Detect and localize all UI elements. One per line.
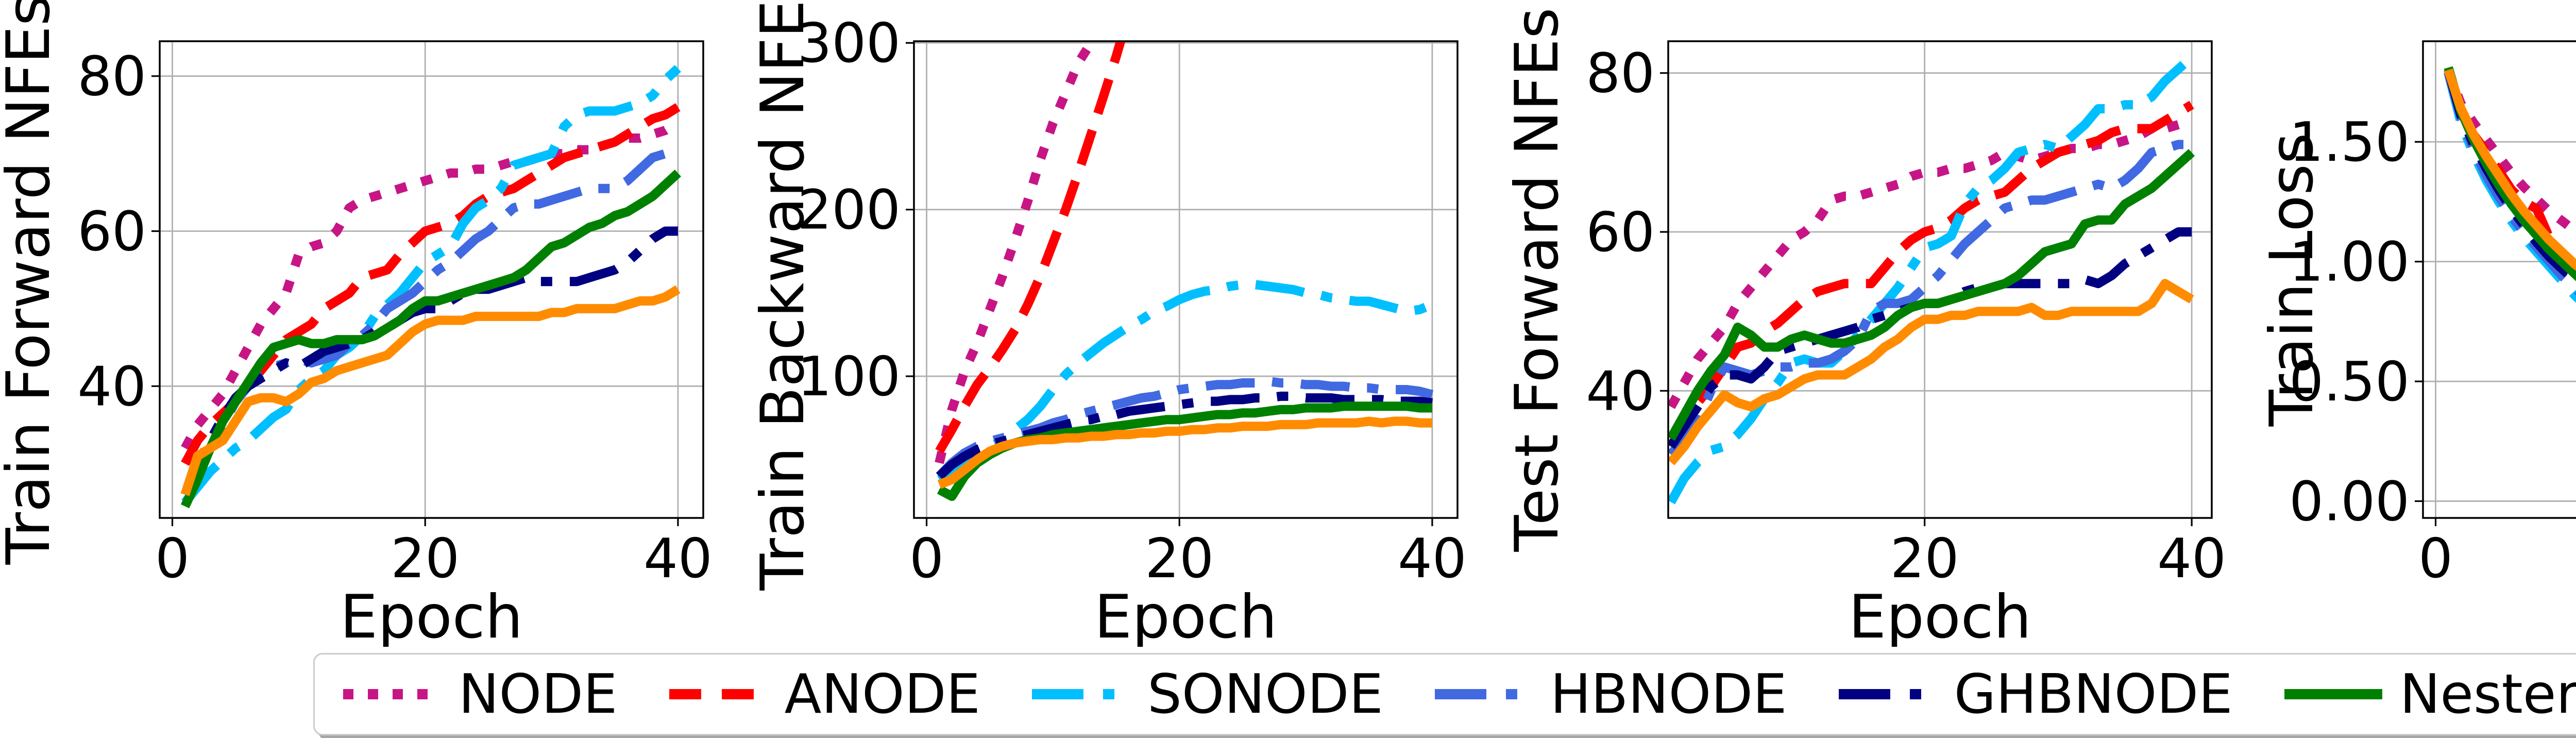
x-tick-label: 20 <box>1145 527 1214 590</box>
legend-label: SONODE <box>1147 662 1383 726</box>
legend-line-icon-NODE <box>343 689 441 699</box>
y-tick-label: 60 <box>77 200 146 263</box>
y-tick-label: 60 <box>1586 201 1655 264</box>
y-axis-label: Test Forward NFEs <box>1509 8 1572 552</box>
y-tick-label: 80 <box>1586 42 1655 105</box>
series-line-GNesterovNODE <box>1668 279 2195 465</box>
series-line-NesterovNODE <box>1668 149 2195 441</box>
series-line-SONODE <box>937 280 1434 484</box>
series-line-GNesterovNODE <box>180 285 681 496</box>
legend-line-icon-ANODE <box>669 689 767 699</box>
legend-line-icon-HBNODE <box>1435 689 1533 699</box>
series-line-GHBNODE <box>180 226 678 497</box>
series-line-GNesterovNODE <box>937 416 1433 489</box>
y-tick-label: 0.00 <box>2289 470 2410 533</box>
x-tick-label: 40 <box>1398 527 1467 590</box>
chart-test-forward-nfes: 20 40 40 60 80 Epoch Test Forward NFEs <box>1509 8 2227 647</box>
y-tick-label: 40 <box>1586 360 1655 423</box>
x-axis-label: Epoch <box>1094 582 1277 647</box>
chart-train-loss: 020400.000.501.001.50EpochTrain Loss <box>2263 40 2576 590</box>
series-line-NesterovNODE <box>180 170 681 509</box>
legend: NODE ANODE SONODE HBNODE GHBNODE NesterovNODE… <box>313 653 2576 735</box>
legend-item-HBNODE: HBNODE <box>1435 667 1787 722</box>
series-line-NODE <box>181 119 681 450</box>
series-line-SONODE <box>1668 54 2195 505</box>
series-line-ANODE <box>2444 69 2576 280</box>
legend-item-GHBNODE: GHBNODE <box>1838 662 2233 726</box>
y-tick-label: 80 <box>77 45 146 108</box>
axis-spine <box>913 40 1459 519</box>
y-tick-label: 100 <box>798 345 901 408</box>
chart-train-forward-nfes: 0 20 40 40 60 80 Epoch Train Forward NFEs <box>0 0 713 647</box>
chart-panels-row: 0 20 40 40 60 80 Epoch Train Forward NFEs 0 20 40… <box>0 0 2576 647</box>
axis-spine <box>2421 40 2576 519</box>
series-line-NesterovNODE <box>2444 66 2576 282</box>
series-line-GNesterovNODE <box>2444 68 2576 271</box>
series-line-ANODE <box>935 41 1126 454</box>
x-tick-label: 40 <box>643 527 713 590</box>
axis-spine <box>1667 40 2213 519</box>
legend-label: GHBNODE <box>1954 662 2233 726</box>
legend-label: NesterovNODE <box>2399 662 2576 726</box>
x-tick-label: 20 <box>1890 527 1959 590</box>
legend-line-icon-NesterovNODE <box>2284 689 2382 699</box>
y-axis-label: Train Loss <box>2263 133 2327 427</box>
y-tick-label: 300 <box>798 12 901 75</box>
x-tick-label: 20 <box>391 527 460 590</box>
series-group <box>1668 54 2195 505</box>
series-group <box>2443 66 2576 303</box>
legend-item-ANODE: ANODE <box>669 667 980 722</box>
y-tick-label: 40 <box>77 355 146 418</box>
series-line-NODE <box>935 41 1097 464</box>
series-line-GHBNODE <box>936 391 1433 480</box>
legend-item-NODE: NODE <box>343 667 617 722</box>
axis-spine <box>159 40 704 519</box>
series-line-SONODE <box>181 64 681 506</box>
legend-label: HBNODE <box>1550 662 1787 726</box>
legend-item-NesterovNODE: NesterovNODE <box>2284 667 2576 722</box>
series-line-NODE <box>1668 116 2194 409</box>
series-group <box>180 64 681 509</box>
x-axis-label: Epoch <box>340 582 523 647</box>
y-tick-label: 200 <box>798 179 901 242</box>
y-tick-label: 1.50 <box>2289 111 2410 174</box>
legend-label: ANODE <box>784 662 980 726</box>
chart-train-backward-nfes: 0 20 40 100 200 300 Epoch Train Backward NFEs <box>754 0 1467 647</box>
x-tick-label: 40 <box>2158 527 2227 590</box>
y-axis-label: Train Forward NFEs <box>0 0 63 565</box>
x-tick-label: 0 <box>2418 527 2453 590</box>
legend-label: NODE <box>459 662 618 726</box>
legend-line-icon-GHBNODE <box>1838 689 1937 699</box>
series-group <box>935 41 1434 501</box>
y-tick-label: 0.50 <box>2289 350 2410 413</box>
series-line-ANODE <box>181 103 681 466</box>
x-tick-label: 0 <box>155 527 190 590</box>
legend-line-icon-SONODE <box>1032 689 1130 699</box>
x-axis-label: Epoch <box>1849 582 2031 647</box>
series-line-HBNODE <box>936 376 1434 480</box>
y-axis-label: Train Backward NFEs <box>754 0 818 591</box>
x-tick-label: 0 <box>909 527 944 590</box>
y-tick-label: 1.00 <box>2289 231 2410 294</box>
legend-item-SONODE: SONODE <box>1032 667 1383 722</box>
